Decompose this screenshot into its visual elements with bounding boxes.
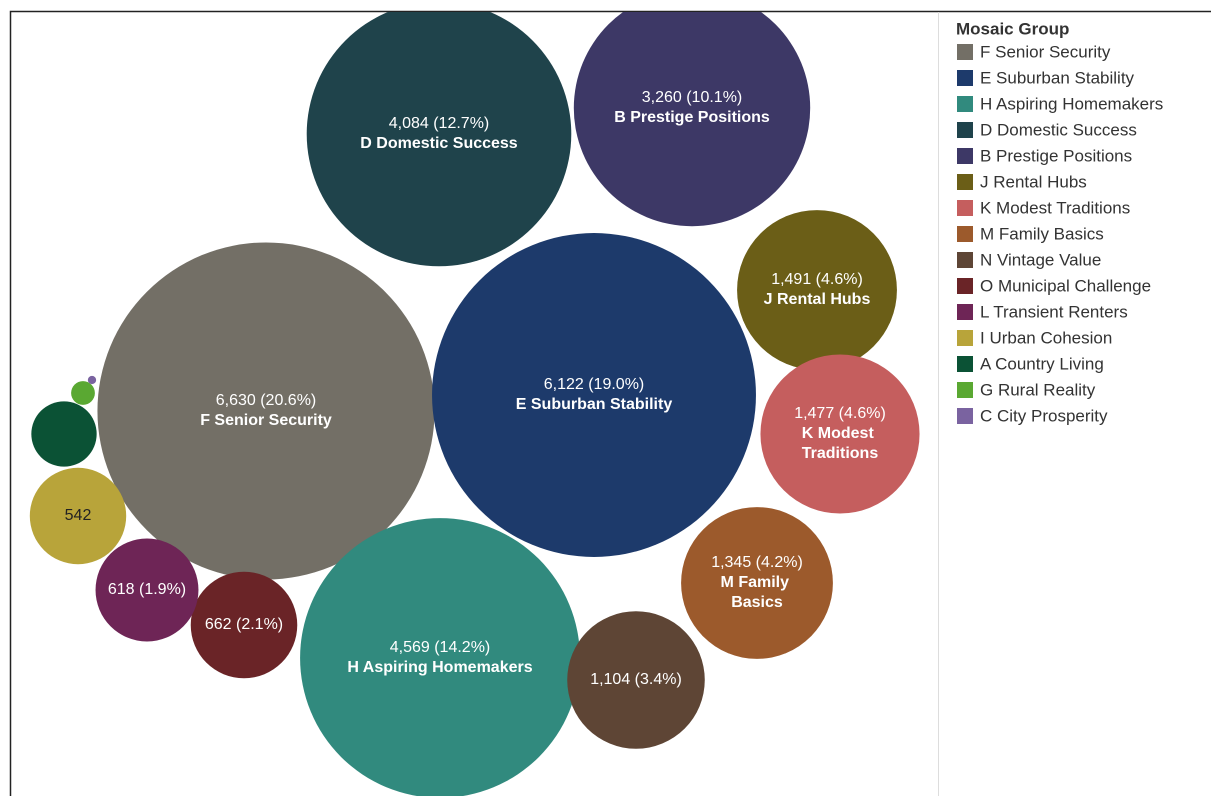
bubble-value-label: 6,122 (19.0%) [544,376,645,393]
bubble-value-label: 4,084 (12.7%) [389,115,490,132]
legend-label: F Senior Security [980,42,1111,61]
bubble [432,233,756,557]
legend-label: N Vintage Value [980,250,1101,269]
bubble-value-label: 1,345 (4.2%) [711,554,803,571]
legend-label: K Modest Traditions [980,198,1130,217]
bubble-name: K Modest Traditions [802,425,879,462]
bubble-name: F Senior Security [200,412,332,429]
legend-label: I Urban Cohesion [980,328,1112,347]
bubble-name: D Domestic Success [360,135,518,152]
frame [9,10,1211,796]
legend-label: A Country Living [980,354,1104,373]
legend-swatch [957,148,973,164]
bubble-name: B Prestige Positions [614,109,770,126]
bubble-value-label: 1,104 (3.4%) [590,671,682,688]
legend-title: Mosaic Group [956,19,1069,38]
bubble-name: M Family Basics [721,574,794,611]
legend-swatch [957,122,973,138]
bubble [87,375,97,385]
bubble-value-label: 1,491 (4.6%) [771,271,863,288]
legend-label: M Family Basics [980,224,1104,243]
bubble [190,571,298,679]
bubble [71,381,95,405]
bubble [306,12,572,267]
bubble [567,611,705,749]
legend-swatch [957,252,973,268]
bubble-value-label: 4,569 (14.2%) [390,639,491,656]
legend-swatch [957,226,973,242]
legend-swatch [957,408,973,424]
legend-label: E Suburban Stability [980,68,1135,87]
bubble-value-label: 6,630 (20.6%) [216,392,317,409]
legend-label: O Municipal Challenge [980,276,1151,295]
bubble-value-label: 3,260 (10.1%) [642,89,743,106]
legend-label: G Rural Reality [980,380,1096,399]
legend-swatch [957,304,973,320]
bubble [737,210,897,370]
bubble [31,401,97,467]
legend-swatch [957,356,973,372]
bubble-name: H Aspiring Homemakers [347,659,532,676]
bubble [300,518,580,796]
plot-area: 6,630 (20.6%) F Senior Security 6,122 (19.… [29,12,920,796]
legend-label: B Prestige Positions [980,146,1132,165]
legend-label: C City Prosperity [980,406,1108,425]
bubble [97,242,435,580]
legend-label: J Rental Hubs [980,172,1087,191]
bubble-value-label: 1,477 (4.6%) [794,405,886,422]
legend-swatch [957,200,973,216]
bubble-value-label: 662 (2.1%) [205,616,283,633]
legend-swatch [957,174,973,190]
legend-swatch [957,330,973,346]
bubble-name: E Suburban Stability [516,396,673,413]
legend-swatch [957,44,973,60]
legend-label: H Aspiring Homemakers [980,94,1163,113]
legend-label: L Transient Renters [980,302,1128,321]
bubble [95,538,199,642]
bubble [681,507,833,659]
legend-swatch [957,382,973,398]
legend-swatch [957,278,973,294]
bubble-value-label: 618 (1.9%) [108,581,186,598]
legend-swatch [957,70,973,86]
bubble-name: J Rental Hubs [764,291,871,308]
legend: Mosaic Group F Senior Security E Suburban… [956,19,1163,425]
legend-label: D Domestic Success [980,120,1137,139]
bubble [573,12,811,227]
bubble [29,467,127,565]
legend-swatch [957,96,973,112]
bubble-value-label: 542 [65,507,92,524]
bubble [760,354,920,514]
